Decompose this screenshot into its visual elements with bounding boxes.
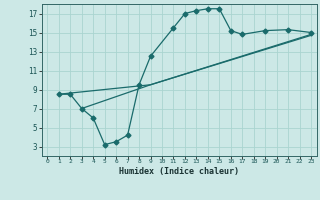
- X-axis label: Humidex (Indice chaleur): Humidex (Indice chaleur): [119, 167, 239, 176]
